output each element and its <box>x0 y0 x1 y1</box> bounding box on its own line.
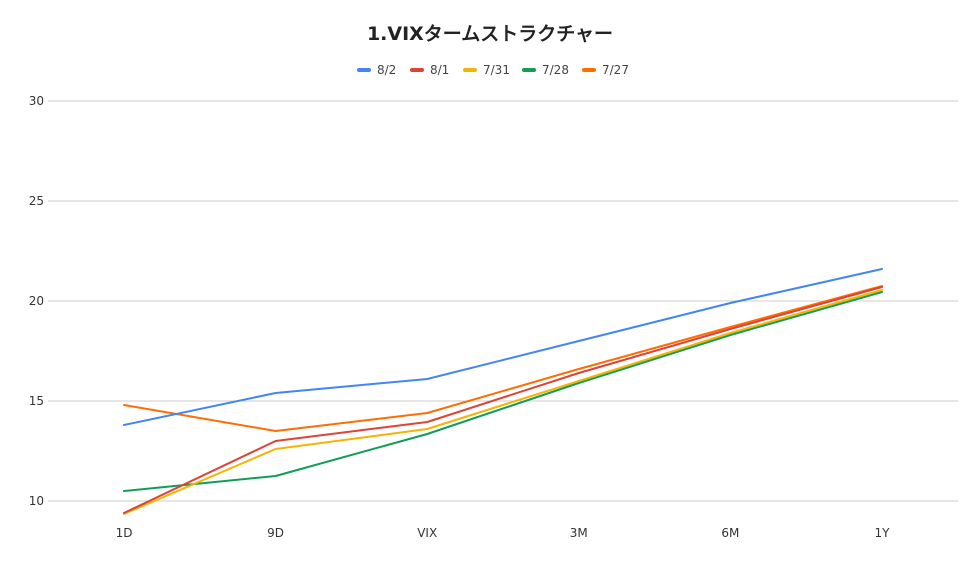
legend-swatch <box>357 68 371 72</box>
y-tick-label: 20 <box>29 294 44 308</box>
legend-label: 7/28 <box>542 63 569 77</box>
legend-swatch <box>463 68 477 72</box>
chart-title: 1.VIXタームストラクチャー <box>367 23 613 45</box>
series-line-8-2 <box>123 268 883 426</box>
series-line-7-31 <box>123 289 883 515</box>
chart-legend: 8/2 8/1 7/31 7/28 7/27 <box>357 63 629 77</box>
x-tick-label: 3M <box>570 526 588 540</box>
y-axis-ticks: 10 15 20 25 30 <box>29 94 44 508</box>
legend-label: 8/1 <box>430 63 449 77</box>
y-tick-label: 10 <box>29 494 44 508</box>
x-tick-label: VIX <box>417 526 437 540</box>
x-tick-label: 6M <box>721 526 739 540</box>
chart-gridlines <box>48 100 958 502</box>
y-tick-label: 25 <box>29 194 44 208</box>
series-line-7-27 <box>123 285 883 432</box>
x-tick-label: 1Y <box>875 526 891 540</box>
series-line-7-28 <box>123 291 883 492</box>
y-tick-label: 30 <box>29 94 44 108</box>
legend-label: 8/2 <box>377 63 396 77</box>
legend-label: 7/27 <box>602 63 629 77</box>
chart-series-lines <box>123 268 883 515</box>
x-axis-ticks: 1D 9D VIX 3M 6M 1Y <box>116 526 891 540</box>
legend-label: 7/31 <box>483 63 510 77</box>
x-tick-label: 1D <box>116 526 133 540</box>
legend-swatch <box>410 68 424 72</box>
legend-swatch <box>582 68 596 72</box>
x-tick-label: 9D <box>267 526 284 540</box>
y-tick-label: 15 <box>29 394 44 408</box>
legend-swatch <box>522 68 536 72</box>
series-line-8-1 <box>123 286 883 514</box>
